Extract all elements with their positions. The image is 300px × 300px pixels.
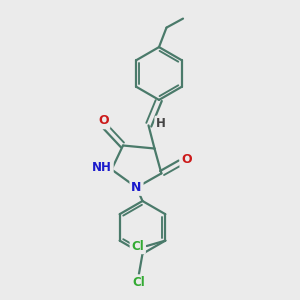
Text: Cl: Cl: [131, 239, 144, 253]
Text: Cl: Cl: [133, 276, 145, 289]
Text: H: H: [156, 117, 166, 130]
Text: NH: NH: [92, 160, 112, 174]
Text: N: N: [131, 181, 142, 194]
Text: O: O: [98, 114, 109, 128]
Text: O: O: [181, 153, 192, 167]
